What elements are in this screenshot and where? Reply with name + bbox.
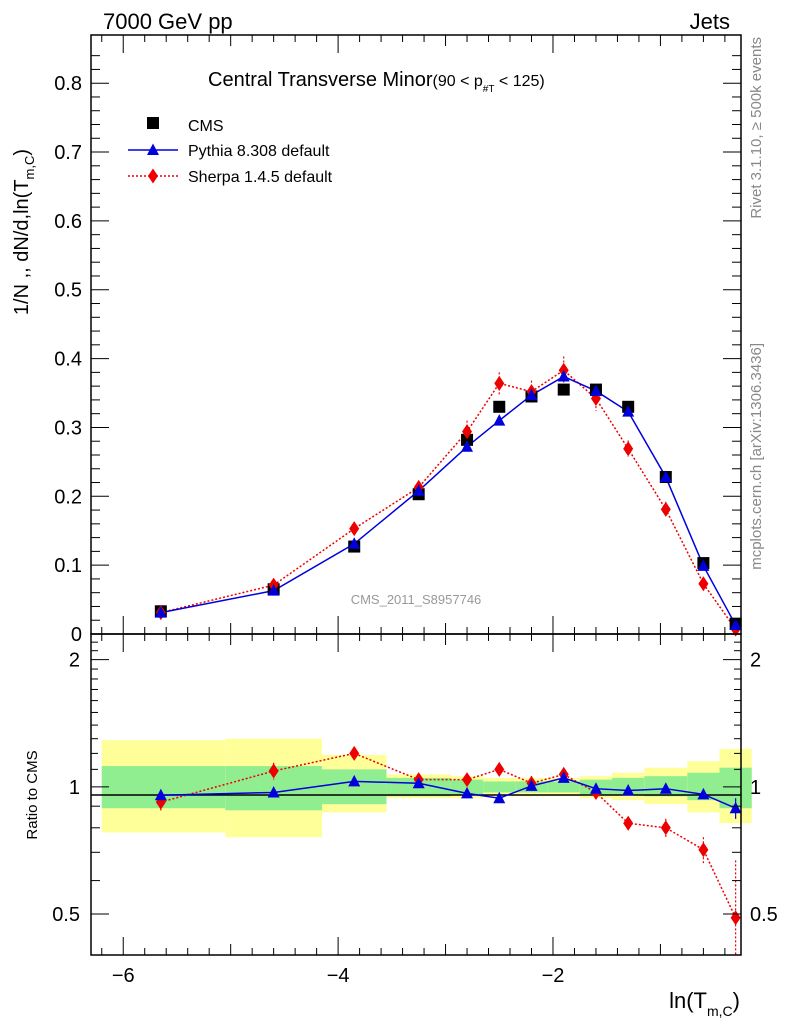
main-y-tick-label: 0.3 [54,417,82,439]
x-axis-label-pre: ln(T [669,988,707,1013]
main-cms-point [493,400,506,413]
main-pythia-point [154,606,167,618]
ratio-pythia-point [525,779,538,791]
main-y-tick-label: 0.4 [54,349,82,371]
x-axis-label-post: ) [733,988,740,1013]
x-tick-label: −2 [542,965,565,987]
ratio-sherpa-point [268,763,279,779]
ratio-sherpa-point [623,815,634,831]
ratio-sherpa-point [462,772,473,788]
main-y-tick-label: 0.8 [54,73,82,95]
ratio-pythia-point [461,786,474,799]
legend-cms-marker [147,117,159,129]
chart-title-sub-subscript: #T [483,84,495,95]
ratio-sherpa-point [660,820,671,836]
ratio-y-tick-label-right: 0.5 [750,904,778,926]
ratio-pythia-point [493,791,506,804]
legend: CMS Pythia 8.308 default Sherpa 1.4.5 de… [128,117,333,186]
rivet-side-label: Rivet 3.1.10, ≥ 500k events [748,37,765,219]
main-sherpa-point [494,375,505,391]
ratio-y-tick-label-left: 1 [69,777,80,799]
chart-title-sub-post: < 125) [494,73,544,90]
main-y-tick-label: 0.5 [54,280,82,302]
main-sherpa-point [698,576,709,592]
main-pythia-point [557,369,570,382]
ratio-pythia-point [557,771,570,783]
main-sherpa-point [462,424,473,440]
ratio-y-tick-label-left: 2 [69,650,80,672]
axis-tick-labels: −6 −4 −2 0 0.1 0.2 0.3 0.4 0.5 0.6 0.7 0.8 0.5 1 2 0.5 1… [52,73,778,987]
main-y-axis-label: 1/N ,, dN/d,ln(Tm,C) [11,149,37,315]
mcplots-side-label: mcplots.cern.ch [arXiv:1306.3436] [748,343,765,570]
ratio-pythia-point [729,801,742,814]
main-pythia-point [622,405,635,417]
main-sherpa-point [660,501,671,517]
main-pythia-point [659,470,672,483]
main-y-tick-label: 0.1 [54,555,82,577]
main-y-tick-label: 0.2 [54,486,82,508]
ratio-band-inner [547,781,580,793]
ratio-pythia-point [348,774,361,787]
ratio-y-tick-label-right: 1 [750,777,761,799]
x-axis-label: ln(Tm,C) [669,988,740,1019]
main-pythia-point [729,618,742,631]
main-pythia-point [267,584,280,596]
main-sherpa-point [349,521,360,537]
ratio-y-tick-label-right: 2 [750,650,761,672]
ratio-pythia-point [659,782,672,794]
main-y-axis-label-sub: m,C [22,156,37,180]
main-data-marks [154,356,742,637]
x-tick-label: −4 [327,965,350,987]
main-pythia-point [589,384,602,396]
ratio-panel-frame [90,633,742,956]
ratio-y-axis-label: Ratio to CMS [24,750,41,839]
main-pythia-point [493,414,506,426]
main-pythia-point [348,537,361,549]
ratio-pythia-point [412,776,425,789]
ratio-pythia-point [267,785,280,798]
legend-sherpa-marker [148,168,158,184]
main-cms-point [461,433,474,446]
ratio-y-tick-label-left: 0.5 [52,904,80,926]
ratio-band-inner [483,781,516,793]
legend-cms-label: CMS [188,118,224,135]
chart-title-main: Central Transverse Minor [208,69,433,91]
chart-title: Central Transverse Minor(90 < p#T < 125) [208,69,545,95]
legend-pythia-marker [147,143,159,155]
legend-sherpa-label: Sherpa 1.4.5 default [188,169,333,186]
axis-ticks [91,35,741,956]
main-pythia-point [525,388,538,401]
ratio-pythia-point [589,782,602,794]
ratio-data-marks [154,745,742,955]
legend-pythia-label: Pythia 8.308 default [188,143,330,160]
x-axis-label-sub: m,C [707,1003,733,1019]
ratio-sherpa-point [349,745,360,761]
main-y-tick-label: 0.7 [54,142,82,164]
ratio-pythia-point [697,787,710,800]
ratio-pythia-point [154,788,167,801]
header-right-label: Jets [690,9,730,34]
main-sherpa-point [623,441,634,457]
main-cms-point [557,383,570,396]
main-pythia-point [697,559,710,571]
chart-title-sub: (90 < p [433,73,483,90]
main-y-tick-label: 0 [71,624,82,646]
analysis-watermark: CMS_2011_S8957746 [351,592,482,607]
main-pythia-point [412,484,425,496]
main-y-axis-label-post: ) [11,149,33,156]
ratio-sherpa-point [698,842,709,858]
main-y-axis-label-pre: 1/N ,, dN/d,ln(T [11,179,33,315]
main-pythia-point [461,440,474,452]
main-y-tick-label: 0.6 [54,211,82,233]
x-tick-label: −6 [112,965,135,987]
ratio-band-inner [321,769,387,805]
ratio-sherpa-point [494,761,505,777]
ratio-pythia-point [622,784,635,796]
header-left-label: 7000 GeV pp [103,9,233,34]
